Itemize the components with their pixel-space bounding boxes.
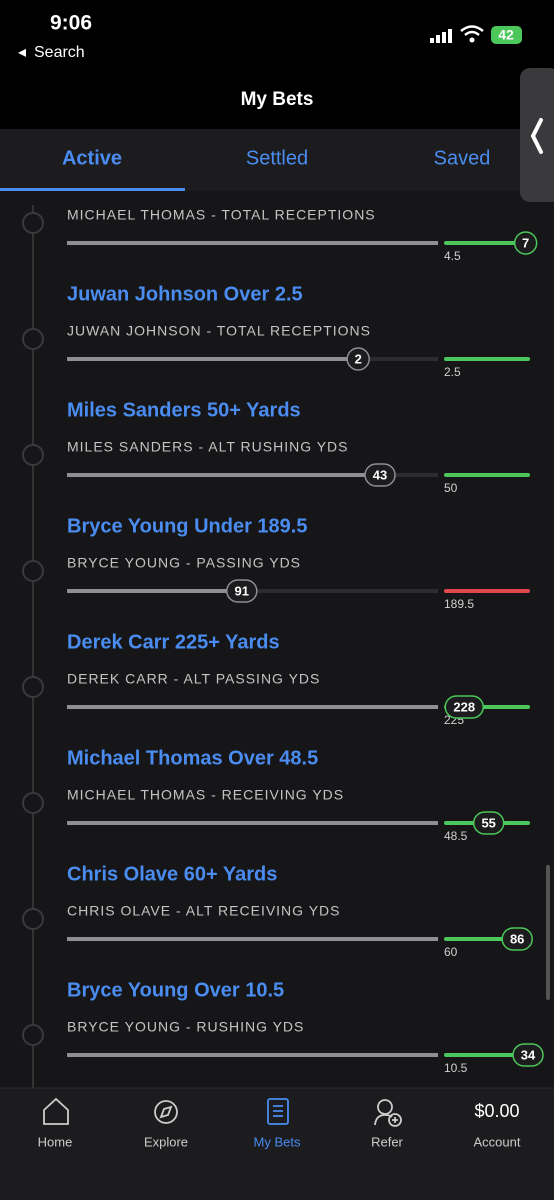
timeline-dot [22, 792, 44, 814]
value-bubble [472, 811, 505, 835]
timeline-dot [22, 212, 44, 234]
value-bubble [226, 579, 258, 603]
bet-subtitle: MILES SANDERS - ALT RUSHING YDS [67, 439, 349, 455]
progress-fill [67, 821, 438, 825]
timeline-dot [22, 676, 44, 698]
progress-fill [67, 705, 438, 709]
progress-fill [67, 357, 359, 361]
timeline-dot [22, 908, 44, 930]
progress-fill [67, 937, 438, 941]
progress-fill [67, 1053, 438, 1057]
value-bubble [513, 231, 538, 255]
line-label: 4.5 [444, 249, 461, 263]
line-label: 48.5 [444, 829, 468, 843]
side-handle-chevron [530, 118, 543, 154]
back-label[interactable]: Search [34, 44, 85, 61]
wifi-dot [469, 37, 475, 43]
nav-label[interactable]: My Bets [254, 1134, 301, 1149]
page-title: My Bets [241, 89, 314, 110]
bet-subtitle: MICHAEL THOMAS - RECEIVING YDS [67, 787, 344, 803]
line-segment [444, 1053, 530, 1057]
battery [491, 26, 522, 44]
nav-label[interactable]: Home [38, 1134, 73, 1149]
line-segment [444, 589, 530, 593]
bet-subtitle: JUWAN JOHNSON - TOTAL RECEPTIONS [67, 323, 371, 339]
nav-label[interactable]: Account [474, 1134, 521, 1149]
bet-title[interactable]: Chris Olave 60+ Yards [67, 863, 277, 885]
wifi [460, 25, 484, 36]
active-tab-underline [0, 188, 185, 191]
timeline-dot [22, 444, 44, 466]
account-balance[interactable]: $0.00 [474, 1101, 519, 1121]
bet-subtitle: DEREK CARR - ALT PASSING YDS [67, 671, 320, 687]
timeline-dot [22, 328, 44, 350]
tab[interactable]: Settled [246, 147, 308, 169]
status-time: 9:06 [50, 12, 92, 35]
bet-subtitle: BRYCE YOUNG - PASSING YDS [67, 555, 301, 571]
bet-subtitle: BRYCE YOUNG - RUSHING YDS [67, 1019, 304, 1035]
bet-subtitle: MICHAEL THOMAS - TOTAL RECEPTIONS [67, 207, 376, 223]
value-bubble [346, 347, 370, 371]
value-label: 86 [510, 931, 524, 946]
value-label: 7 [522, 235, 529, 250]
nav-label[interactable]: Refer [371, 1134, 403, 1149]
value-bubble [364, 463, 396, 487]
value-label: 91 [235, 583, 249, 598]
line-label: 60 [444, 945, 458, 959]
bet-title[interactable]: Juwan Johnson Over 2.5 [67, 283, 303, 305]
line-label: 50 [444, 481, 458, 495]
nav-label[interactable]: Explore [144, 1134, 188, 1149]
battery-level: 42 [498, 27, 514, 43]
tab[interactable]: Active [62, 147, 122, 169]
bet-title[interactable]: Bryce Young Over 10.5 [67, 979, 284, 1001]
progress-fill [67, 589, 242, 593]
line-label: 2.5 [444, 365, 461, 379]
tab-bar [0, 129, 554, 191]
value-label: 43 [373, 467, 387, 482]
progress-fill [67, 241, 438, 245]
back-arrow[interactable]: ◂ [18, 44, 26, 61]
nav-icons [43, 1097, 402, 1127]
timeline-dot [22, 1024, 44, 1046]
line-segment [444, 241, 530, 245]
line-label: 189.5 [444, 597, 474, 611]
value-label: 34 [521, 1047, 536, 1062]
value-bubble [501, 927, 533, 951]
bet-title[interactable]: Derek Carr 225+ Yards [67, 631, 280, 653]
value-bubble [512, 1043, 544, 1067]
line-segment [444, 473, 530, 477]
timeline-dot [22, 560, 44, 582]
value-bubble [444, 695, 485, 719]
bet-title[interactable]: Miles Sanders 50+ Yards [67, 399, 301, 421]
value-label: 2 [355, 351, 362, 366]
bet-title[interactable]: Bryce Young Under 189.5 [67, 515, 307, 537]
signal [430, 29, 452, 43]
top-bar [0, 0, 554, 129]
bet-title[interactable]: Michael Thomas Over 48.5 [67, 747, 318, 769]
line-label: 10.5 [444, 1061, 468, 1075]
progress-fill [67, 473, 381, 477]
bet-subtitle: CHRIS OLAVE - ALT RECEIVING YDS [67, 903, 340, 919]
value-label: 228 [453, 699, 475, 714]
tab[interactable]: Saved [434, 147, 491, 169]
side-handle[interactable] [520, 68, 554, 202]
line-segment [444, 357, 530, 361]
value-label: 55 [481, 815, 495, 830]
scrollbar [546, 865, 550, 1000]
